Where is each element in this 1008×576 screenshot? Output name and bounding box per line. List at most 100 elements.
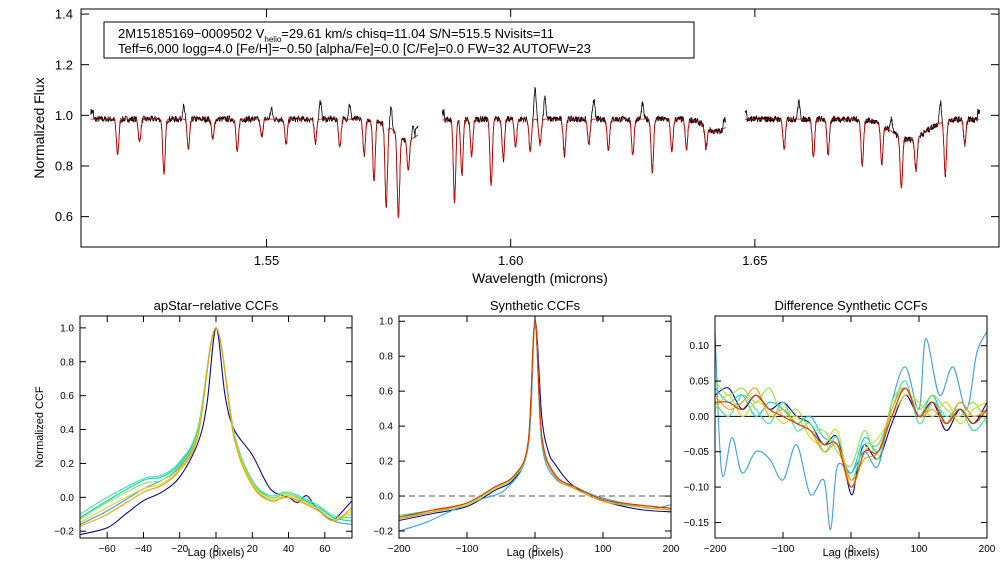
apstar-ccf-line-visit-4	[80, 327, 352, 519]
spectrum-plot-frame	[80, 8, 1000, 248]
info-box-frame	[103, 21, 695, 59]
difference-ccf-line-visit-7	[715, 387, 987, 481]
apstar-ccf-series-group	[80, 327, 352, 536]
apstar-ccf-x-tick-label: 0	[213, 544, 219, 555]
synthetic-ccf-y-tick-label: 0.0	[379, 492, 393, 503]
synthetic-ccf-lines	[399, 320, 671, 532]
spectrum-x-tick-label: 1.65	[742, 253, 767, 268]
apstar-ccf-x-tick-label: −40	[135, 544, 152, 555]
apstar-ccf-x-tick-label: −60	[99, 544, 116, 555]
difference-ccf-x-tick-label: 0	[848, 544, 854, 555]
apstar-ccf-x-axis-label: Lag (pixels)	[188, 547, 245, 559]
synthetic-ccf-y-tick-label: 0.6	[379, 387, 393, 398]
apstar-ccf-x-tick-label: 20	[247, 544, 259, 555]
apstar-ccf-line-visit-1	[80, 327, 352, 536]
difference-ccf-plot-frame	[714, 315, 988, 539]
synthetic-ccf-line-visit-3	[399, 320, 671, 518]
difference-ccf-y-tick-label: −0.15	[684, 518, 710, 529]
synthetic-ccf-series-group	[399, 320, 671, 532]
difference-ccf-x-tick-label: −200	[704, 544, 727, 555]
synthetic-ccf-axis-ticks: −200 −100 0 100 200 −0.2 0.0 0.2 0.4 0.6 0.8 1.0	[373, 316, 680, 555]
synthetic-ccf-x-tick-label: 0	[532, 544, 538, 555]
spectrum-observed-line-chip-3	[744, 99, 980, 189]
spectrum-y-tick-label: 0.8	[55, 159, 73, 174]
apstar-ccf-y-tick-label: 0.6	[60, 391, 74, 402]
difference-ccf-panel: −200 −100 0 100 200 −0.15 −0.10 −0.05 0.00 0.05 0.…	[684, 298, 996, 559]
spectrum-x-axis-label: Wavelength (microns)	[472, 270, 608, 286]
apstar-ccf-title: apStar−relative CCFs	[154, 298, 279, 313]
difference-ccf-axis-ticks: −200 −100 0 100 200 −0.15 −0.10 −0.05 0.00 0.05 0.…	[684, 316, 996, 555]
info-line-1-suffix: =29.61 km/s chisq=11.04 S/N=515.5 Nvisit…	[281, 26, 554, 41]
spectrum-series-group	[90, 86, 980, 219]
apstar-ccf-y-tick-label: 0.2	[60, 459, 74, 470]
apstar-ccf-line-visit-7	[80, 327, 352, 527]
spectrum-x-tick-label: 1.60	[498, 253, 523, 268]
synthetic-ccf-line-visit-8	[399, 320, 671, 518]
apstar-ccf-axis-ticks: −60 −40 −20 0 20 40 60 −0.2 0.0 0.2 0.4 0.6 0.8 1.0	[54, 316, 352, 555]
difference-ccf-line-visit-8	[715, 387, 987, 488]
difference-ccf-y-tick-label: 0.00	[690, 412, 710, 423]
info-line-1-prefix: 2M15185169−0009502 V	[118, 26, 265, 41]
apstar-ccf-y-tick-label: 0.8	[60, 357, 74, 368]
spectrum-y-tick-label: 1.2	[55, 57, 73, 72]
apstar-ccf-lines	[80, 327, 352, 536]
apstar-ccf-x-tick-label: −20	[171, 544, 188, 555]
difference-ccf-y-tick-label: −0.10	[684, 483, 710, 494]
synthetic-ccf-x-tick-label: 200	[663, 544, 680, 555]
apstar-ccf-y-tick-label: −0.2	[54, 527, 74, 538]
difference-ccf-y-tick-label: 0.05	[690, 377, 710, 388]
apstar-ccf-y-axis-label: Normalized CCF	[34, 386, 46, 468]
apstar-ccf-y-tick-label: 0.0	[60, 493, 74, 504]
spectrum-model-line-chip-1	[90, 118, 419, 219]
difference-ccf-y-tick-label: 0.10	[690, 341, 710, 352]
difference-ccf-series-group	[715, 331, 987, 531]
difference-ccf-line-visit-1	[715, 387, 987, 496]
synthetic-ccf-panel: −200 −100 0 100 200 −0.2 0.0 0.2 0.4 0.6 0.8 1.0 Sy…	[373, 298, 680, 559]
info-line-1: 2M15185169−0009502 Vhelio=29.61 km/s chi…	[118, 26, 554, 44]
apstar-ccf-panel: −60 −40 −20 0 20 40 60 −0.2 0.0 0.2 0.4 0.6 0.8 1.0 a…	[34, 298, 353, 559]
synthetic-ccf-y-tick-label: 0.8	[379, 352, 393, 363]
synthetic-ccf-line-visit-1	[399, 320, 671, 522]
difference-ccf-title: Difference Synthetic CCFs	[775, 298, 928, 313]
apstar-ccf-line-visit-5	[80, 327, 352, 521]
apstar-ccf-x-tick-label: 60	[319, 544, 331, 555]
spectrum-panel: 1.55 1.60 1.65 0.6 0.8 1.0 1.2 1.4 Wavelength (…	[31, 7, 1000, 286]
synthetic-ccf-line-visit-2	[399, 324, 671, 532]
spectrum-model-line-chip-3	[745, 118, 980, 189]
difference-ccf-x-axis-label: Lag (pixels)	[823, 547, 880, 559]
spectrum-y-tick-label: 1.0	[55, 108, 73, 123]
difference-ccf-lines	[715, 331, 987, 531]
difference-ccf-line-visit-2	[715, 331, 987, 531]
spectrum-y-tick-label: 0.6	[55, 209, 73, 224]
spectrum-observed-line-chip-1	[90, 99, 419, 217]
synthetic-ccf-y-tick-label: 1.0	[379, 317, 393, 328]
spectrum-axis-ticks: 1.55 1.60 1.65 0.6 0.8 1.0 1.2 1.4	[55, 7, 999, 268]
difference-ccf-x-tick-label: 100	[911, 544, 928, 555]
difference-ccf-x-tick-label: 200	[979, 544, 996, 555]
synthetic-ccf-y-tick-label: 0.4	[379, 422, 393, 433]
info-line-1-subscript: helio	[264, 35, 281, 44]
synthetic-ccf-x-axis-label: Lag (pixels)	[507, 547, 564, 559]
apstar-ccf-y-tick-label: 1.0	[60, 323, 74, 334]
apstar-ccf-x-tick-label: 40	[283, 544, 295, 555]
synthetic-ccf-x-tick-label: 100	[595, 544, 612, 555]
synthetic-ccf-y-tick-label: 0.2	[379, 457, 393, 468]
difference-ccf-y-tick-label: −0.05	[684, 447, 710, 458]
difference-ccf-x-tick-label: −100	[772, 544, 795, 555]
spectrum-x-tick-label: 1.55	[254, 253, 279, 268]
spectrum-y-tick-label: 1.4	[55, 7, 73, 22]
synthetic-ccf-y-tick-label: −0.2	[373, 527, 393, 538]
apstar-ccf-line-visit-3	[80, 327, 352, 522]
synthetic-ccf-line-visit-5	[399, 320, 671, 520]
info-box: 2M15185169−0009502 Vhelio=29.61 km/s chi…	[103, 21, 695, 59]
spectrum-y-axis-label: Normalized Flux	[31, 77, 47, 178]
apstar-ccf-y-tick-label: 0.4	[60, 425, 74, 436]
synthetic-ccf-line-visit-6	[399, 320, 671, 518]
synthetic-ccf-line-visit-4	[399, 320, 671, 516]
spectrum-model-line-chip-2	[442, 118, 726, 203]
info-line-2: Teff=6,000 logg=4.0 [Fe/H]=−0.50 [alpha/…	[118, 41, 591, 56]
synthetic-ccf-x-tick-label: −100	[456, 544, 479, 555]
spectrum-observed-line-chip-2	[441, 86, 726, 204]
synthetic-ccf-title: Synthetic CCFs	[490, 298, 581, 313]
synthetic-ccf-x-tick-label: −200	[388, 544, 411, 555]
